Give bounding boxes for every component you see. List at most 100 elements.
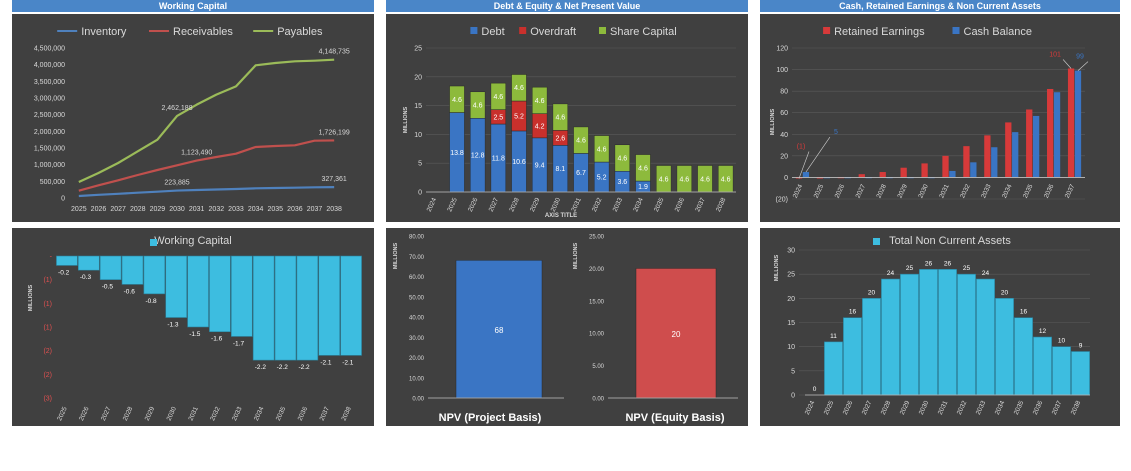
x-tick-label: 2035 [275, 406, 288, 422]
data-label-total-non-current-assets: 16 [1020, 309, 1028, 316]
bar-cash-balance [1074, 70, 1082, 178]
x-tick-label: 2025 [823, 400, 836, 416]
x-tick-label: 2031 [570, 197, 583, 213]
y-tick-label: (20) [776, 197, 788, 204]
y-tick-label: 1,000,000 [34, 162, 65, 169]
x-tick-label: 2031 [187, 406, 200, 422]
y-tick-label: 10.00 [589, 332, 605, 338]
working-capital-lines-chart: 0 500,000 1,000,000 1,500,000 2,000,000 2,500… [34, 26, 350, 213]
bar-share-capital [511, 74, 527, 102]
bar-total-non-current-assets [1052, 346, 1071, 396]
working-capital-bar-chart: Working Capital MILLIONS - (1) (1) (1) (2) (2) (… [28, 235, 362, 422]
y-tick-label: (2) [43, 372, 52, 379]
non-current-assets-panel: Total Non Current Assets 0 5 10 15 20 25 30 MILL… [760, 228, 1120, 426]
x-tick-label: 2038 [340, 406, 353, 422]
data-label-total-non-current-assets: 20 [1001, 289, 1009, 296]
bar-working-capital [296, 255, 319, 361]
data-label-working-capital: -0.5 [102, 284, 114, 291]
data-label-inventory: 327,361 [322, 176, 347, 183]
bar-total-non-current-assets [976, 278, 995, 396]
bar-working-capital [340, 255, 362, 356]
x-tick-label: 2033 [231, 406, 244, 422]
x-category-label: NPV (Project Basis) [439, 412, 542, 424]
bar-retained-earnings [984, 135, 991, 178]
bar-total-non-current-assets [862, 298, 881, 396]
data-label-total-non-current-assets: 25 [963, 265, 971, 272]
y-tick-label: 15 [787, 320, 795, 327]
data-label-working-capital: -2.1 [342, 359, 354, 366]
data-label-working-capital: -0.8 [145, 298, 157, 305]
y-tick-label: 15 [414, 103, 422, 110]
y-axis-title: MILLIONS [28, 285, 34, 312]
data-label-overdraft: 2.6 [555, 135, 565, 142]
y-tick-label: 5.00 [592, 364, 604, 370]
data-label-total-non-current-assets: 12 [1039, 328, 1047, 335]
x-tick-label: 2038 [1070, 400, 1083, 416]
cash-retained-chart: (20) 0 20 40 60 80 100 120 MILLIONS Retained Earn… [770, 26, 1089, 204]
npv-panel: 0.00 10.00 20.00 30.00 40.00 50.00 60.00 70.00 8… [386, 228, 748, 426]
bar-cash-balance [1053, 92, 1061, 178]
bar-retained-earnings [1026, 109, 1033, 178]
x-tick-label: 2033 [980, 183, 993, 199]
bar-share-capital [449, 85, 465, 113]
y-tick-label: 20 [780, 153, 788, 160]
x-tick-label: 2035 [1022, 183, 1035, 199]
x-tick-label: 2034 [253, 406, 266, 422]
x-tick-label: 2027 [488, 197, 501, 213]
x-tick-label: 2037 [1064, 183, 1077, 199]
header-debt-equity-npv: Debt & Equity & Net Present Value [386, 0, 748, 12]
bar-retained-earnings [879, 172, 886, 178]
y-tick-label: (3) [43, 396, 52, 403]
legend-swatch-share-capital [599, 27, 606, 34]
data-label-share-capital: 4.6 [659, 176, 669, 183]
x-tick-label: 2028 [508, 197, 521, 213]
x-tick-label: 2034 [248, 206, 264, 213]
x-category-label: NPV (Equity Basis) [625, 412, 724, 424]
bar-total-non-current-assets [881, 278, 900, 396]
data-label-debt: 13.8 [450, 150, 464, 157]
bar-cash-balance [1032, 115, 1040, 178]
bar-retained-earnings [837, 177, 845, 179]
bar-working-capital [143, 255, 166, 295]
data-label-working-capital: -0.2 [58, 269, 70, 276]
bar-working-capital [274, 255, 297, 361]
y-tick-label: 500,000 [40, 179, 65, 186]
callout-label: 101 [1049, 51, 1061, 58]
y-tick-label: 10 [414, 132, 422, 139]
series-line-inventory [78, 185, 335, 198]
data-label-share-capital: 4.6 [617, 156, 627, 163]
x-tick-label: 2030 [917, 183, 930, 199]
y-tick-label: 2,000,000 [34, 129, 65, 136]
y-tick-label: 3,500,000 [34, 79, 65, 86]
x-tick-label: 2037 [307, 206, 323, 213]
y-tick-label: (2) [43, 348, 52, 355]
bar-retained-earnings [963, 146, 970, 178]
data-label-working-capital: -1.7 [233, 340, 245, 347]
working-capital-lines-panel: 0 500,000 1,000,000 1,500,000 2,000,000 2,500… [12, 14, 374, 222]
y-tick-label: 100 [776, 67, 788, 74]
y-tick-label: 80 [780, 89, 788, 96]
y-tick-label: 0 [791, 393, 795, 400]
data-label-total-non-current-assets: 25 [906, 265, 914, 272]
data-label-total-non-current-assets: 10 [1058, 338, 1066, 345]
y-tick-label: 60.00 [409, 275, 425, 281]
bar-total-non-current-assets [824, 341, 843, 396]
bar-cash-balance [1012, 132, 1019, 178]
bar-share-capital [469, 91, 486, 119]
y-axis-title: MILLIONS [774, 255, 780, 282]
y-tick-label: 0 [418, 190, 422, 197]
y-tick-label: 25 [787, 272, 795, 279]
x-tick-label: 2026 [842, 400, 855, 416]
bar-total-non-current-assets [843, 317, 862, 396]
data-label-share-capital: 4.6 [555, 115, 565, 122]
data-label-working-capital: -0.6 [124, 288, 136, 295]
legend-label-payables: Payables [277, 26, 323, 38]
data-label-overdraft: 4.2 [535, 123, 545, 130]
bar-cash-balance [949, 170, 956, 178]
x-tick-label: 2027 [110, 206, 126, 213]
y-tick-label: (1) [43, 277, 52, 284]
x-tick-label: 2036 [1032, 400, 1045, 416]
data-label-working-capital: -1.6 [211, 336, 223, 343]
bar-working-capital [99, 255, 122, 280]
y-tick-label: 80.00 [409, 235, 425, 241]
